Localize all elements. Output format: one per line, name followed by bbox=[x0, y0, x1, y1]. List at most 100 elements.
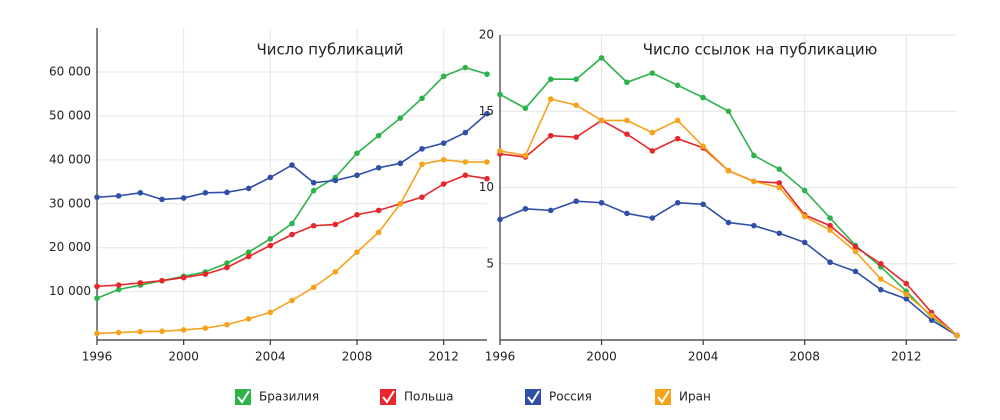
data-point bbox=[267, 174, 274, 181]
data-point bbox=[462, 129, 469, 136]
data-point bbox=[725, 219, 732, 226]
data-point bbox=[700, 94, 706, 101]
series-line bbox=[96, 113, 488, 201]
data-point bbox=[928, 317, 935, 323]
data-point bbox=[332, 177, 339, 184]
chart-title: Число публикаций bbox=[256, 41, 403, 59]
y-tick-label: 15 bbox=[479, 104, 494, 118]
legend-label: Россия bbox=[549, 390, 592, 404]
data-point bbox=[624, 210, 630, 217]
data-point bbox=[310, 187, 317, 194]
y-tick-label: 5 bbox=[486, 256, 494, 270]
data-point bbox=[354, 211, 360, 218]
x-tick-label: 2012 bbox=[428, 350, 459, 364]
y-tick-label: 20 000 bbox=[49, 240, 91, 254]
data-point bbox=[267, 236, 274, 242]
data-point bbox=[224, 189, 230, 196]
data-point bbox=[267, 242, 274, 249]
data-point bbox=[419, 146, 425, 152]
data-point bbox=[115, 329, 122, 336]
data-point bbox=[375, 132, 382, 139]
data-point bbox=[852, 248, 859, 255]
y-tick-label: 10 000 bbox=[49, 284, 91, 298]
data-point bbox=[827, 222, 833, 229]
data-point bbox=[649, 70, 656, 76]
data-point bbox=[354, 249, 360, 255]
data-point bbox=[202, 189, 209, 196]
data-point bbox=[224, 260, 230, 266]
data-point bbox=[462, 172, 469, 179]
data-point bbox=[776, 180, 783, 186]
data-point bbox=[547, 96, 554, 102]
data-point bbox=[573, 198, 579, 205]
series-line bbox=[96, 159, 487, 335]
x-tick-label: 2000 bbox=[586, 350, 617, 364]
data-point bbox=[375, 207, 382, 214]
data-point bbox=[776, 184, 783, 191]
y-tick-label: 10 bbox=[479, 180, 494, 194]
data-point bbox=[202, 325, 209, 331]
data-point bbox=[137, 189, 144, 196]
data-point bbox=[440, 157, 447, 163]
chart-title: Число ссылок на публикацию bbox=[643, 41, 878, 59]
data-point bbox=[624, 131, 630, 137]
data-point bbox=[289, 162, 295, 168]
data-point bbox=[245, 249, 252, 255]
x-tick-label: 2012 bbox=[891, 350, 922, 364]
data-point bbox=[440, 73, 447, 80]
data-point bbox=[827, 227, 833, 233]
data-point bbox=[725, 108, 732, 115]
data-point bbox=[354, 150, 360, 157]
x-tick-label: 1996 bbox=[82, 350, 113, 364]
data-point bbox=[573, 134, 579, 140]
series-line bbox=[499, 119, 958, 337]
series-line bbox=[96, 66, 488, 299]
data-point bbox=[522, 105, 529, 111]
legend-label: Иран bbox=[679, 390, 711, 404]
data-point bbox=[180, 195, 187, 201]
data-point bbox=[674, 117, 681, 124]
data-point bbox=[751, 178, 757, 185]
data-point bbox=[224, 264, 230, 271]
data-point bbox=[624, 117, 630, 124]
data-point bbox=[94, 283, 100, 290]
legend-check bbox=[237, 390, 250, 404]
y-tick-label: 60 000 bbox=[49, 64, 91, 78]
data-point bbox=[419, 161, 425, 168]
data-point bbox=[700, 143, 706, 150]
data-point bbox=[245, 253, 252, 260]
data-point bbox=[649, 129, 656, 136]
data-point bbox=[801, 187, 808, 194]
data-point bbox=[484, 175, 490, 182]
data-point bbox=[310, 179, 317, 186]
data-point bbox=[354, 172, 360, 179]
data-point bbox=[954, 332, 960, 339]
data-point bbox=[397, 115, 404, 121]
data-point bbox=[573, 102, 579, 108]
x-tick-label: 2004 bbox=[255, 350, 286, 364]
data-point bbox=[649, 215, 656, 221]
data-point bbox=[137, 328, 144, 335]
data-point bbox=[497, 148, 503, 154]
data-point bbox=[522, 152, 529, 159]
data-point bbox=[547, 207, 554, 214]
data-point bbox=[497, 216, 503, 223]
data-point bbox=[497, 91, 503, 98]
data-point bbox=[332, 269, 339, 275]
data-point bbox=[751, 222, 757, 229]
data-point bbox=[375, 229, 382, 236]
data-point bbox=[776, 230, 783, 237]
y-tick-label: 30 000 bbox=[49, 196, 91, 210]
legend-check bbox=[382, 390, 395, 404]
legend-check bbox=[657, 390, 670, 404]
data-point bbox=[159, 277, 165, 284]
data-point bbox=[289, 231, 295, 238]
data-point bbox=[801, 213, 808, 220]
y-tick-label: 20 bbox=[479, 28, 494, 42]
data-point bbox=[462, 64, 469, 71]
legend-check bbox=[527, 390, 540, 404]
data-point bbox=[180, 274, 187, 281]
data-point bbox=[598, 55, 605, 61]
data-point bbox=[878, 286, 884, 293]
